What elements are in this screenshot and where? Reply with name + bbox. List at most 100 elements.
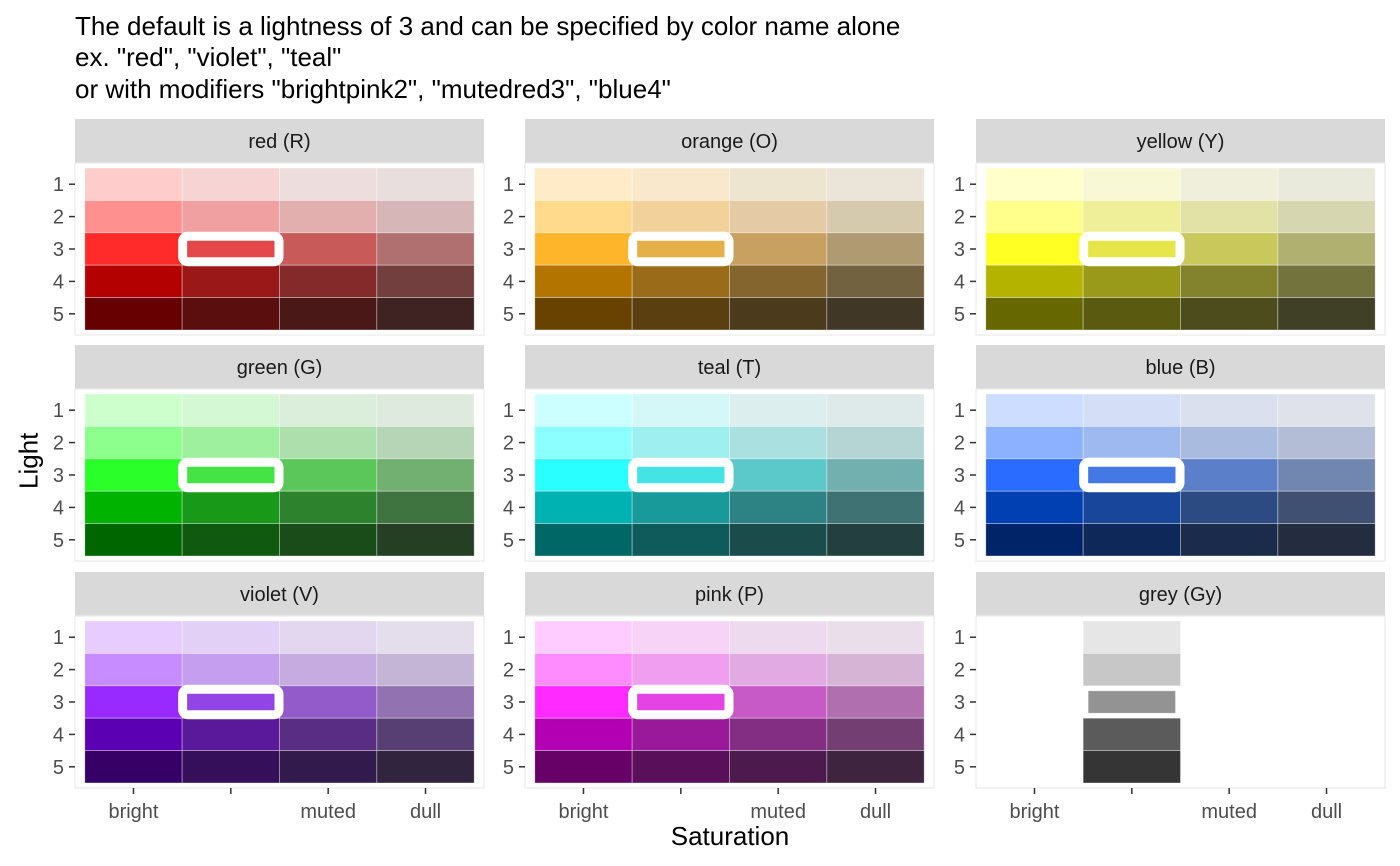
heatmap-tile [279, 264, 378, 299]
heatmap-tile [376, 167, 475, 201]
heatmap-tile [534, 393, 633, 427]
y-tick-label: 4 [503, 271, 514, 293]
heatmap-tile [1277, 199, 1376, 234]
heatmap-tile [1082, 425, 1181, 460]
heatmap-tile [1082, 490, 1181, 525]
heatmap-tile [1277, 297, 1376, 331]
heatmap-tile [279, 199, 378, 234]
heatmap-tile [279, 750, 378, 784]
y-tick-label: 2 [53, 433, 64, 455]
heatmap-tile [631, 425, 730, 460]
heatmap-tile [985, 297, 1084, 331]
heatmap-tile [1180, 490, 1279, 525]
heatmap-tile [279, 458, 378, 492]
heatmap-tile [181, 425, 280, 460]
x-tick-label: dull [1311, 801, 1342, 823]
default-highlight-box [628, 231, 734, 267]
heatmap-tile [729, 523, 828, 557]
heatmap-tile [1180, 458, 1279, 492]
heatmap-tile [985, 167, 1084, 201]
heatmap-tile [181, 750, 280, 784]
y-tick-label: 3 [503, 465, 514, 487]
heatmap-tile [985, 264, 1084, 299]
facet-strip-label: teal (T) [698, 357, 761, 379]
heatmap-tile [279, 717, 378, 752]
heatmap-tile [1180, 199, 1279, 234]
heatmap-tile [534, 717, 633, 752]
y-tick-label: 2 [503, 660, 514, 682]
heatmap-tile [631, 490, 730, 525]
x-tick-label: muted [300, 801, 356, 823]
heatmap-tile [729, 232, 828, 266]
heatmap-tile [985, 458, 1084, 492]
y-tick-label: 3 [53, 465, 64, 487]
heatmap-tile [1277, 393, 1376, 427]
heatmap-tile [279, 620, 378, 654]
y-tick-label: 1 [503, 400, 514, 422]
heatmap-tile [84, 393, 183, 427]
facet-strip [525, 572, 934, 616]
y-tick-label: 3 [503, 239, 514, 261]
y-tick-label: 2 [503, 207, 514, 229]
y-tick-label: 1 [53, 174, 64, 196]
default-highlight-box [1079, 457, 1185, 493]
y-tick-label: 2 [53, 207, 64, 229]
y-tick-label: 2 [954, 433, 965, 455]
y-tick-label: 4 [954, 271, 965, 293]
x-axis-label: Saturation [670, 821, 790, 851]
heatmap-tile [181, 653, 280, 687]
heatmap-tile [826, 425, 925, 460]
heatmap-tile [729, 717, 828, 752]
y-tick-label: 3 [503, 692, 514, 714]
heatmap-tile [376, 653, 475, 687]
heatmap-tile [84, 685, 183, 719]
heatmap-tile [376, 264, 475, 299]
heatmap-tile [279, 167, 378, 201]
heatmap-tile [1277, 523, 1376, 557]
y-tick-label: 1 [954, 627, 965, 649]
heatmap-tile [1277, 425, 1376, 460]
heatmap-tile [534, 199, 633, 234]
heatmap-tile [826, 750, 925, 784]
y-tick-label: 2 [954, 660, 965, 682]
y-tick-label: 1 [503, 174, 514, 196]
heatmap-tile [1180, 167, 1279, 201]
heatmap-tile [534, 297, 633, 331]
heatmap-tile [985, 523, 1084, 557]
y-tick-label: 5 [954, 304, 965, 326]
y-tick-label: 5 [503, 757, 514, 779]
heatmap-tile [1277, 264, 1376, 299]
heatmap-tile [826, 167, 925, 201]
facet-strip-label: yellow (Y) [1137, 131, 1225, 153]
heatmap-tile [826, 264, 925, 299]
heatmap-tile [631, 393, 730, 427]
heatmap-tile [84, 167, 183, 201]
heatmap-tile [631, 167, 730, 201]
y-tick-label: 1 [954, 174, 965, 196]
heatmap-tile [534, 264, 633, 299]
x-tick-label: muted [750, 801, 806, 823]
heatmap-tile [631, 750, 730, 784]
heatmap-tile [631, 653, 730, 687]
heatmap-tile [826, 199, 925, 234]
y-tick-label: 1 [503, 627, 514, 649]
y-tick-label: 5 [53, 757, 64, 779]
heatmap-tile [181, 264, 280, 299]
heatmap-tile [84, 717, 183, 752]
heatmap-tile [985, 232, 1084, 266]
heatmap-tile [1180, 523, 1279, 557]
y-tick-label: 5 [954, 757, 965, 779]
heatmap-tile [729, 167, 828, 201]
heatmap-tile [84, 490, 183, 525]
heatmap-tile [826, 717, 925, 752]
heatmap-tile [84, 458, 183, 492]
heatmap-tile [1082, 264, 1181, 299]
heatmap-tile [534, 458, 633, 492]
heatmap-tile [826, 685, 925, 719]
heatmap-tile [84, 620, 183, 654]
heatmap-tile [279, 425, 378, 460]
facet-strip [525, 119, 934, 163]
y-tick-label: 5 [53, 530, 64, 552]
y-tick-label: 4 [954, 724, 965, 746]
heatmap-tile [729, 458, 828, 492]
